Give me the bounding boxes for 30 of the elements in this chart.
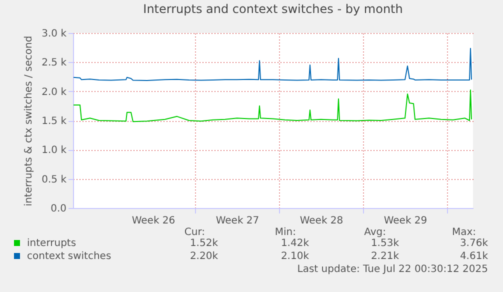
line-series xyxy=(73,48,472,82)
text: 2.10k xyxy=(280,251,310,262)
text: Last update: Tue Jul 22 00:30:12 2025 xyxy=(297,264,488,275)
legend-label: context switches xyxy=(27,251,112,262)
text: Max: xyxy=(452,227,476,238)
text: 3.76k xyxy=(460,238,488,249)
chart-title: Interrupts and context switches - by month xyxy=(143,2,403,16)
x-tick-label: Week 28 xyxy=(300,216,344,226)
y-tick-label: 2.5 k xyxy=(42,58,67,69)
text: Cur: xyxy=(184,227,205,238)
y-tick-label: 2.0 k xyxy=(42,86,67,98)
x-tick-label: Week 29 xyxy=(384,216,428,226)
y-tick-label: 1.5 k xyxy=(42,116,67,127)
text: 1.42k xyxy=(280,238,310,249)
y-tick-label: 1.0 k xyxy=(42,145,67,156)
text: 2.20k xyxy=(190,251,218,262)
y-tick-label: 0.5 k xyxy=(42,174,67,186)
text: Avg: xyxy=(364,227,386,238)
text: 1.52k xyxy=(190,238,218,249)
text: 1.53k xyxy=(370,238,400,249)
text: 2.21k xyxy=(370,251,400,262)
x-tick-label: Week 26 xyxy=(132,216,176,226)
text: 4.61k xyxy=(460,251,488,262)
x-tick-label: Week 27 xyxy=(216,216,260,226)
legend-label: interrupts xyxy=(27,238,76,249)
y-tick-label: 3.0 k xyxy=(42,28,67,40)
y-tick-label: 0.0 xyxy=(50,204,66,214)
y-axis-title: interrupts & ctx switches / second xyxy=(24,36,35,206)
text: Min: xyxy=(274,227,296,238)
line-series xyxy=(73,89,472,122)
